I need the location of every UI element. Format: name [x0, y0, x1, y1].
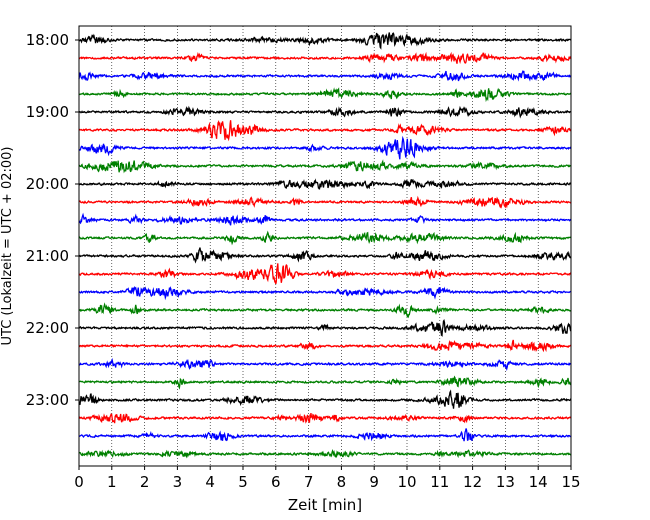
y-tick-label: 20:00 [26, 175, 69, 193]
seismogram-trace [78, 449, 572, 459]
seismogram-trace [78, 375, 572, 390]
y-axis-label: UTC (Lokalzeit = UTC + 02:00) [0, 147, 15, 346]
x-tick-label: 7 [304, 473, 314, 491]
seismogram-trace [78, 195, 572, 209]
seismogram-trace [78, 285, 572, 301]
grid-lines [111, 26, 539, 466]
seismogram-trace [78, 339, 572, 353]
seismogram-trace [78, 302, 572, 319]
x-tick-label: 3 [173, 473, 183, 491]
seismogram-trace [78, 32, 572, 50]
x-tick-label: 6 [271, 473, 281, 491]
x-tick-label: 9 [369, 473, 379, 491]
trace-group [78, 32, 572, 459]
seismogram-trace [78, 263, 572, 285]
x-tick-label: 0 [74, 473, 84, 491]
x-tick-label: 15 [561, 473, 580, 491]
seismogram-trace [78, 413, 572, 424]
x-axis-ticks: 0 1 2 3 4 5 6 7 8 9 10 11 12 13 14 15 [74, 466, 581, 491]
seismogram-trace [78, 51, 572, 65]
x-axis-label: Zeit [min] [288, 496, 362, 514]
x-tick-label: 14 [529, 473, 548, 491]
x-tick-label: 2 [140, 473, 150, 491]
seismogram-trace [78, 70, 572, 82]
seismogram-trace [78, 389, 572, 409]
y-tick-label: 23:00 [26, 391, 69, 409]
seismogram-trace [78, 247, 572, 264]
y-tick-label: 19:00 [26, 103, 69, 121]
x-tick-label: 10 [397, 473, 416, 491]
seismogram-trace [78, 87, 572, 103]
y-tick-label: 18:00 [26, 31, 69, 49]
x-tick-label: 12 [463, 473, 482, 491]
x-tick-label: 11 [430, 473, 449, 491]
seismogram-trace [78, 212, 572, 226]
seismogram-trace [78, 119, 572, 142]
x-tick-label: 1 [107, 473, 117, 491]
y-axis-ticks: 18:00 19:00 20:00 21:00 22:00 23:00 [26, 31, 79, 409]
x-tick-label: 13 [496, 473, 515, 491]
y-tick-label: 21:00 [26, 247, 69, 265]
seismogram-trace [78, 428, 572, 442]
seismogram-trace [78, 178, 572, 190]
x-tick-label: 8 [337, 473, 347, 491]
seismogram-trace [78, 318, 572, 337]
seismogram-trace [78, 357, 572, 371]
seismogram-trace [78, 135, 572, 160]
seismogram-trace [78, 159, 572, 174]
y-tick-label: 22:00 [26, 319, 69, 337]
x-tick-label: 4 [205, 473, 215, 491]
plot-frame [78, 25, 572, 467]
seismogram-trace [78, 105, 572, 119]
seismogram-trace [78, 230, 572, 246]
x-tick-label: 5 [238, 473, 248, 491]
